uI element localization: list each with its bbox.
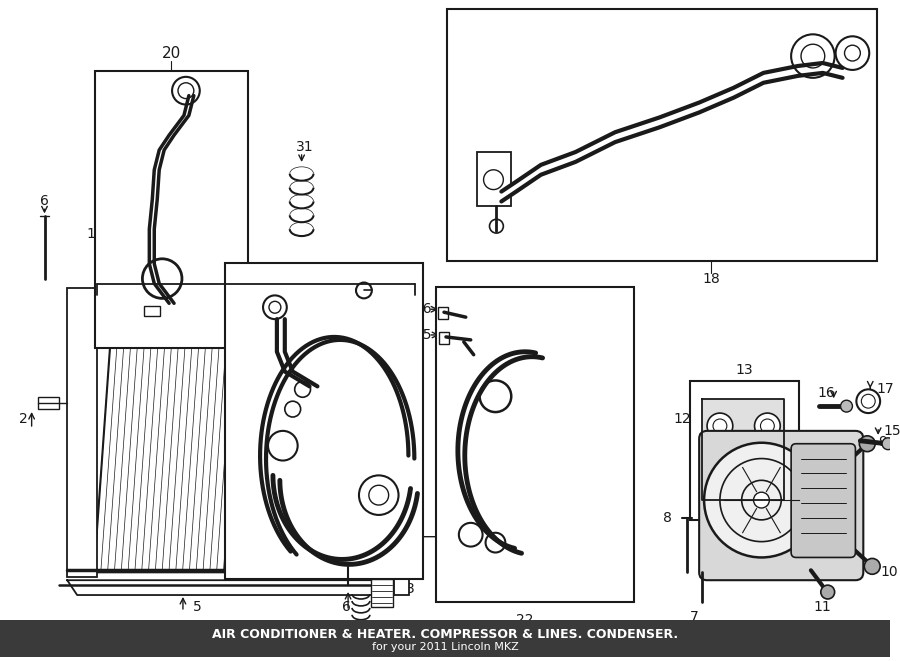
Text: 13: 13: [736, 363, 753, 377]
Bar: [447, 9, 878, 261]
Bar: [94, 71, 248, 348]
Bar: [389, 288, 420, 577]
Circle shape: [882, 438, 894, 449]
Bar: [144, 306, 160, 316]
Circle shape: [837, 445, 849, 457]
Text: 27: 27: [407, 447, 424, 461]
Text: 28: 28: [237, 297, 254, 311]
Circle shape: [860, 436, 875, 451]
Text: 23: 23: [526, 404, 544, 418]
Text: 32: 32: [313, 399, 331, 413]
Circle shape: [754, 413, 780, 439]
Text: 5: 5: [194, 600, 202, 614]
Text: 22: 22: [517, 613, 534, 627]
Text: 18: 18: [702, 272, 720, 286]
Circle shape: [864, 559, 880, 574]
Text: 17: 17: [877, 382, 894, 397]
Text: 4: 4: [112, 227, 122, 241]
Bar: [690, 381, 799, 520]
Text: 24: 24: [407, 529, 424, 544]
Text: 9: 9: [878, 435, 887, 449]
Text: 31: 31: [296, 140, 313, 154]
FancyBboxPatch shape: [791, 444, 855, 557]
Bar: [438, 307, 448, 319]
Text: 26: 26: [413, 302, 431, 316]
Text: 19: 19: [846, 95, 865, 110]
Circle shape: [707, 413, 733, 439]
Text: 29: 29: [382, 280, 400, 295]
Circle shape: [707, 457, 733, 483]
Circle shape: [704, 443, 819, 557]
Circle shape: [754, 457, 780, 483]
Bar: [393, 459, 410, 595]
Bar: [68, 288, 97, 577]
Text: 20: 20: [161, 46, 181, 61]
Text: 25: 25: [414, 328, 431, 342]
Text: 11: 11: [814, 600, 832, 614]
Text: 6: 6: [342, 600, 351, 614]
Bar: [371, 579, 392, 607]
Bar: [38, 397, 59, 409]
Polygon shape: [702, 399, 784, 500]
Text: 30: 30: [316, 372, 333, 387]
Bar: [477, 152, 511, 206]
Text: 7: 7: [689, 610, 698, 624]
Text: 8: 8: [663, 511, 672, 525]
Text: 16: 16: [818, 386, 835, 401]
Bar: [439, 332, 449, 344]
Bar: [0, 620, 890, 657]
Circle shape: [841, 400, 852, 412]
Text: 27: 27: [435, 439, 453, 453]
Bar: [436, 288, 634, 602]
Text: 12: 12: [673, 412, 691, 426]
Polygon shape: [68, 580, 391, 595]
FancyBboxPatch shape: [699, 431, 863, 580]
Text: 2: 2: [20, 412, 28, 426]
Circle shape: [821, 585, 834, 599]
Text: 28: 28: [237, 463, 254, 477]
Text: 3: 3: [406, 582, 415, 596]
Text: 10: 10: [880, 565, 898, 579]
Bar: [226, 263, 423, 579]
Polygon shape: [94, 295, 420, 572]
Text: AIR CONDITIONER & HEATER. COMPRESSOR & LINES. CONDENSER.: AIR CONDITIONER & HEATER. COMPRESSOR & L…: [212, 628, 678, 641]
Text: 6: 6: [40, 194, 49, 208]
Text: 21: 21: [190, 227, 208, 241]
Text: 1: 1: [86, 227, 95, 241]
Text: 14: 14: [814, 432, 832, 446]
Text: for your 2011 Lincoln MKZ: for your 2011 Lincoln MKZ: [372, 642, 518, 652]
Text: 15: 15: [883, 424, 900, 438]
Circle shape: [753, 492, 770, 508]
